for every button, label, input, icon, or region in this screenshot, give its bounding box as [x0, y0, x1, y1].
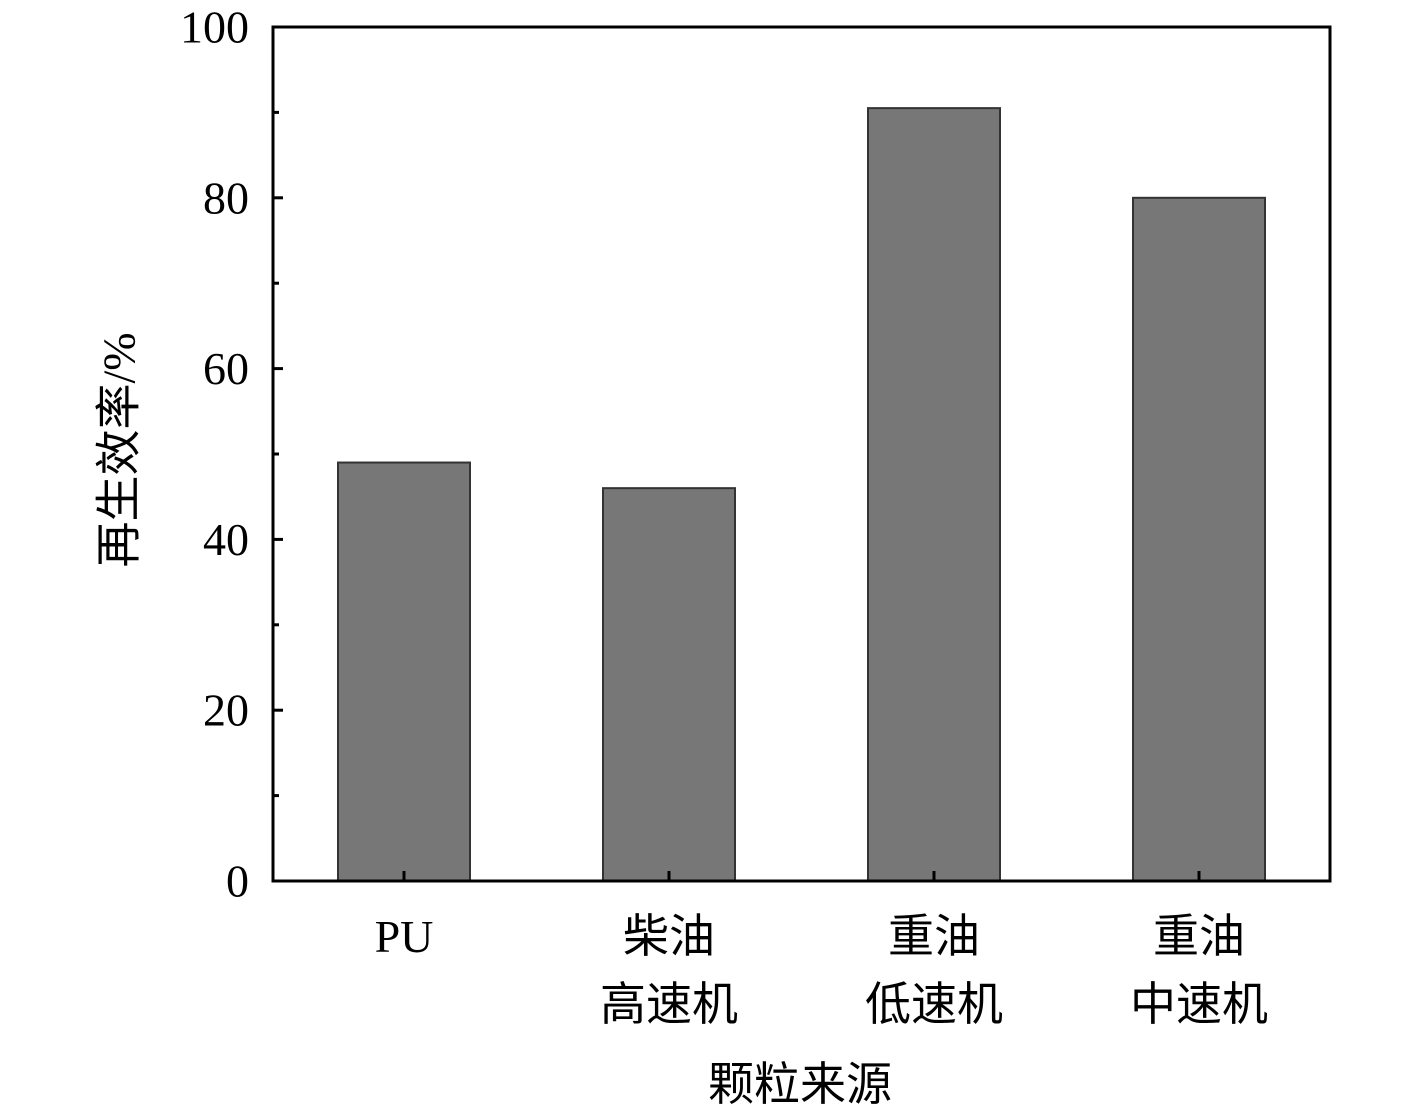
bar-1: [602, 487, 736, 882]
bar-0: [337, 461, 471, 882]
y-axis-title: 再生效率/%: [94, 332, 145, 567]
x-category-label: 高速机: [600, 979, 738, 1030]
y-tick-label: 0: [226, 856, 249, 907]
y-tick-label: 80: [203, 172, 249, 223]
y-tick-label: 20: [203, 685, 249, 736]
x-category-label: 中速机: [1130, 979, 1268, 1030]
x-category-label: 低速机: [865, 979, 1003, 1030]
x-category-label: PU: [375, 911, 434, 962]
x-category-label: 重油: [888, 911, 980, 962]
x-category-label: 柴油: [623, 911, 715, 962]
bars-group: [337, 107, 1266, 883]
y-tick-label: 60: [203, 343, 249, 394]
y-axis: 0 20 40 60 80 100: [180, 2, 283, 907]
bar-2: [867, 107, 1001, 882]
x-axis-title: 颗粒来源: [708, 1059, 892, 1110]
x-category-label: 重油: [1153, 911, 1245, 962]
y-tick-label: 40: [203, 514, 249, 565]
bar-3: [1132, 196, 1266, 883]
y-tick-label: 100: [180, 2, 249, 53]
